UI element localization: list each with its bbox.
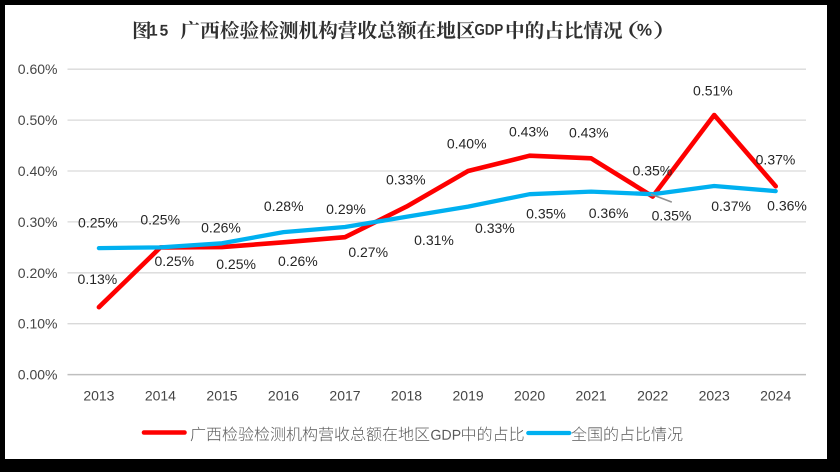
svg-text:0.35%: 0.35%: [652, 208, 692, 224]
svg-text:0.35%: 0.35%: [526, 206, 566, 222]
svg-text:2024: 2024: [760, 387, 791, 403]
svg-text:0.43%: 0.43%: [509, 123, 549, 139]
svg-text:0.33%: 0.33%: [386, 172, 426, 188]
svg-text:0.50%: 0.50%: [18, 112, 58, 128]
svg-text:0.13%: 0.13%: [78, 271, 118, 287]
svg-text:0.26%: 0.26%: [278, 253, 318, 269]
svg-text:0.36%: 0.36%: [767, 198, 807, 214]
svg-text:2016: 2016: [268, 387, 299, 403]
svg-text:0.29%: 0.29%: [326, 201, 366, 217]
svg-text:0.35%: 0.35%: [633, 162, 673, 178]
svg-text:0.25%: 0.25%: [78, 214, 118, 230]
svg-text:0.10%: 0.10%: [18, 316, 58, 332]
svg-text:0.51%: 0.51%: [693, 83, 733, 99]
svg-text:0.25%: 0.25%: [216, 256, 256, 272]
svg-text:0.25%: 0.25%: [154, 253, 194, 269]
svg-text:0.20%: 0.20%: [18, 265, 58, 281]
svg-text:2014: 2014: [145, 387, 176, 403]
svg-text:0.36%: 0.36%: [589, 205, 629, 221]
svg-text:0.37%: 0.37%: [756, 151, 796, 167]
svg-text:2017: 2017: [329, 387, 360, 403]
svg-text:0.33%: 0.33%: [475, 220, 515, 236]
svg-text:0.40%: 0.40%: [447, 136, 487, 152]
svg-text:0.37%: 0.37%: [711, 198, 751, 214]
svg-text:2020: 2020: [514, 387, 545, 403]
svg-text:0.31%: 0.31%: [414, 232, 454, 248]
svg-text:2021: 2021: [576, 387, 607, 403]
svg-text:0.26%: 0.26%: [201, 220, 241, 236]
svg-text:2018: 2018: [391, 387, 422, 403]
svg-text:2022: 2022: [637, 387, 668, 403]
svg-text:2015: 2015: [206, 387, 237, 403]
svg-text:2013: 2013: [83, 387, 114, 403]
svg-text:0.28%: 0.28%: [264, 198, 304, 214]
svg-text:0.27%: 0.27%: [348, 244, 388, 260]
svg-text:0.00%: 0.00%: [18, 367, 58, 383]
svg-text:2023: 2023: [699, 387, 730, 403]
svg-text:0.40%: 0.40%: [18, 163, 58, 179]
svg-text:0.30%: 0.30%: [18, 214, 58, 230]
svg-text:0.60%: 0.60%: [18, 61, 58, 77]
svg-text:0.43%: 0.43%: [569, 124, 609, 140]
svg-text:0.25%: 0.25%: [140, 212, 180, 228]
svg-text:2019: 2019: [453, 387, 484, 403]
